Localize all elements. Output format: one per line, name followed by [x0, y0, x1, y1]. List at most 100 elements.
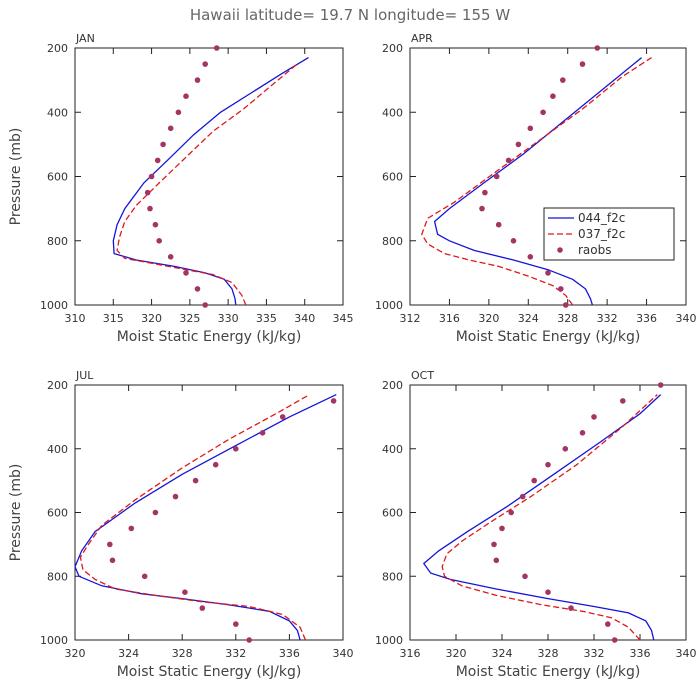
x-tick-label: 324 — [518, 312, 539, 325]
panel-oct: OCT 316 320 324 328 332 336 340 200 400 600 800 1000… — [375, 369, 697, 680]
raobs-point — [154, 157, 161, 164]
raobs-point — [107, 541, 113, 548]
y-tick-label: 600 — [382, 171, 403, 184]
y-tick-label: 600 — [47, 171, 68, 184]
raobs-point — [156, 238, 162, 244]
x-tick-label: 320 — [65, 647, 86, 660]
x-tick-label: 310 — [65, 312, 86, 325]
x-tick-label: 328 — [538, 647, 559, 660]
x-tick-label: 320 — [446, 647, 467, 660]
raobs-point — [194, 77, 201, 83]
plot-frame — [74, 47, 344, 306]
y-tick-label: 1000 — [40, 299, 68, 312]
panel-jan: JAN 310 315 320 325 330 335 340 345 200 400 600 800 1… — [8, 32, 354, 345]
y-tick-label: 1000 — [375, 299, 403, 312]
x-tick-label: 328 — [557, 312, 578, 325]
x-tick-label: 332 — [225, 647, 246, 660]
raobs-point — [148, 173, 155, 180]
raobs-point — [579, 430, 586, 436]
raobs-point — [558, 286, 564, 292]
raobs-point — [233, 621, 239, 627]
raobs-point — [527, 253, 534, 260]
plot-frame — [409, 47, 687, 306]
raobs-point — [495, 221, 502, 228]
y-tick-label: 200 — [382, 42, 403, 55]
raobs-point — [233, 446, 239, 452]
x-tick-label: 340 — [333, 647, 354, 660]
panel-label: JUL — [75, 369, 94, 382]
series-line-037_f2c — [116, 63, 298, 305]
y-tick-label: 200 — [47, 379, 68, 392]
x-tick-label: 336 — [636, 312, 657, 325]
x-tick-label: 336 — [630, 647, 651, 660]
raobs-point — [499, 525, 505, 532]
raobs-point — [505, 157, 512, 164]
legend-label: 037_f2c — [578, 227, 625, 241]
raobs-point — [522, 573, 528, 580]
raobs-point — [194, 286, 201, 292]
y-axis-label: Pressure (mb) — [8, 464, 24, 562]
raobs-point — [510, 238, 517, 244]
y-tick-label: 600 — [47, 507, 68, 520]
raobs-point — [527, 125, 534, 132]
panel-label: OCT — [411, 369, 434, 382]
raobs-point — [545, 270, 551, 276]
raobs-point — [550, 93, 556, 99]
raobs-point — [172, 493, 179, 500]
raobs-point — [605, 621, 611, 627]
x-tick-label: 320 — [141, 312, 162, 325]
y-tick-label: 800 — [382, 570, 403, 583]
x-axis-label: Moist Static Energy (kJ/kg) — [456, 664, 641, 680]
x-tick-label: 315 — [103, 312, 124, 325]
x-tick-label: 332 — [597, 312, 618, 325]
raobs-point — [545, 461, 551, 468]
raobs-point — [202, 61, 208, 67]
raobs-point — [579, 61, 586, 67]
series-line-044_f2c — [75, 394, 337, 640]
y-axis-label: Pressure (mb) — [8, 128, 24, 226]
raobs-point — [594, 45, 601, 51]
y-tick-label: 600 — [382, 507, 403, 520]
panel-label: APR — [411, 32, 433, 45]
x-axis-label: Moist Static Energy (kJ/kg) — [117, 329, 302, 345]
raobs-point — [515, 141, 522, 148]
panels: JAN 310 315 320 325 330 335 340 345 200 400 600 800 1… — [8, 32, 697, 680]
raobs-point — [147, 205, 153, 212]
raobs-point — [259, 430, 266, 436]
raobs-point — [568, 605, 574, 611]
x-tick-label: 325 — [179, 312, 200, 325]
raobs-point — [141, 573, 148, 580]
series-line-037_f2c — [79, 394, 310, 640]
raobs-point — [183, 270, 189, 276]
x-tick-label: 324 — [118, 647, 139, 660]
x-tick-label: 328 — [172, 647, 193, 660]
raobs-point — [531, 477, 537, 484]
series-line-037_f2c — [421, 57, 652, 305]
x-tick-label: 340 — [676, 647, 697, 660]
raobs-point — [144, 189, 151, 196]
raobs-point — [202, 302, 208, 308]
raobs-point — [167, 253, 174, 260]
y-tick-label: 1000 — [375, 634, 403, 647]
raobs-point — [199, 605, 206, 611]
raobs-point — [212, 461, 219, 468]
raobs-point — [493, 173, 500, 180]
x-tick-label: 345 — [333, 312, 354, 325]
y-tick-label: 800 — [47, 570, 68, 583]
raobs-point — [560, 77, 566, 83]
x-tick-label: 332 — [584, 647, 605, 660]
raobs-point — [175, 109, 182, 116]
x-tick-label: 340 — [294, 312, 315, 325]
raobs-point — [152, 509, 159, 516]
y-tick-label: 400 — [382, 106, 403, 119]
panel-apr: APR 312 316 320 324 328 332 336 340 200 400 600 800 1… — [375, 32, 697, 345]
x-axis-label: Moist Static Energy (kJ/kg) — [117, 664, 302, 680]
legend-label: raobs — [578, 243, 612, 257]
raobs-point — [128, 525, 135, 532]
raobs-point — [493, 557, 500, 564]
x-tick-label: 324 — [492, 647, 513, 660]
raobs-point — [562, 446, 569, 452]
panel-jul: JUL 320 324 328 332 336 340 200 400 600 800 1000 Moi… — [8, 369, 354, 680]
